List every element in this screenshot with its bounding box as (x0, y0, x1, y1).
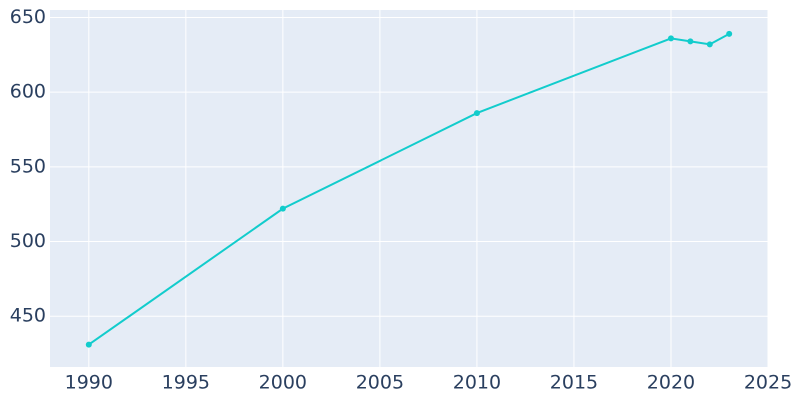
y-tick-label: 500 (10, 230, 46, 252)
y-tick-label: 550 (10, 155, 46, 177)
y-tick-label: 600 (10, 81, 46, 103)
x-tick-label: 2000 (259, 372, 307, 394)
point (85, 341, 92, 348)
x-tick-label: 2005 (356, 372, 404, 394)
point (706, 41, 713, 48)
x-tick-label: 1990 (65, 372, 113, 394)
x-tick-label: 2010 (453, 372, 501, 394)
y-tick-label: 450 (10, 305, 46, 327)
point (726, 30, 733, 37)
x-tick-label: 2015 (550, 372, 598, 394)
plot-area (50, 10, 768, 367)
x-tick-label: 2020 (647, 372, 695, 394)
point (687, 38, 694, 45)
point (279, 205, 286, 212)
y-tick-label: 650 (10, 6, 46, 28)
x-tick-label: 1995 (162, 372, 210, 394)
x-tick-label: 2025 (744, 372, 792, 394)
point (473, 110, 480, 117)
point (667, 35, 674, 42)
